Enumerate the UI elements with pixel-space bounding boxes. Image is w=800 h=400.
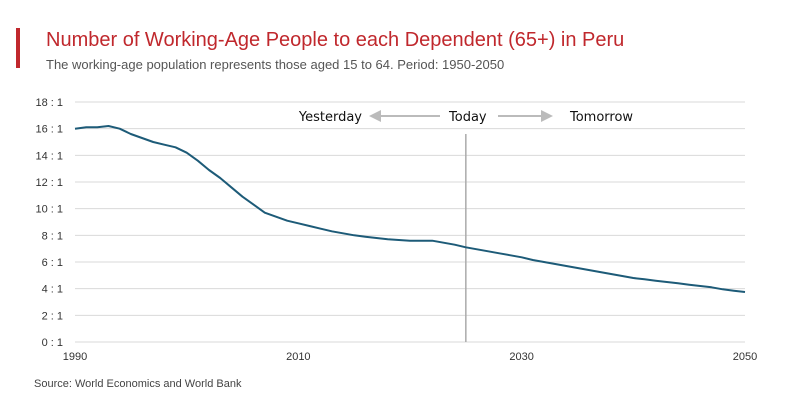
x-tick-label: 2030 — [509, 351, 533, 363]
yesterday-label: Yesterday — [298, 110, 362, 125]
data-point-2007 — [264, 212, 266, 214]
data-point-2014 — [342, 232, 344, 234]
data-point-2040 — [632, 277, 634, 279]
x-tick-label: 2010 — [286, 351, 310, 363]
data-point-2023 — [443, 242, 445, 244]
data-point-2048 — [722, 288, 724, 290]
data-point-2025 — [465, 246, 467, 248]
data-point-2000 — [186, 152, 188, 154]
y-axis-tick-labels: 0 : 1 2 : 1 4 : 1 6 : 1 8 : 1 10 : 1 12 : 1 14 … — [35, 97, 63, 349]
data-point-2003 — [219, 177, 221, 179]
data-point-2009 — [286, 220, 288, 222]
left-arrow-icon — [369, 110, 381, 122]
y-tick-label: 2 : 1 — [42, 310, 63, 322]
y-tick-label: 10 : 1 — [35, 204, 63, 216]
y-tick-label: 8 : 1 — [42, 230, 63, 242]
y-tick-label: 0 : 1 — [42, 337, 63, 349]
data-point-2049 — [733, 290, 735, 292]
right-arrow-icon — [541, 110, 553, 122]
data-point-2013 — [331, 230, 333, 232]
data-point-2004 — [230, 186, 232, 188]
data-point-2006 — [253, 204, 255, 206]
data-point-2024 — [454, 244, 456, 246]
data-point-1991 — [85, 126, 87, 128]
timeline-annotations: Yesterday Today Tomorrow — [298, 110, 633, 125]
data-point-2020 — [409, 240, 411, 242]
data-point-2001 — [197, 160, 199, 162]
data-point-2021 — [420, 240, 422, 242]
data-point-2015 — [353, 234, 355, 236]
data-point-2046 — [699, 285, 701, 287]
data-point-2016 — [364, 236, 366, 238]
chart-title: Number of Working-Age People to each Dep… — [46, 29, 625, 51]
data-point-2034 — [565, 265, 567, 267]
data-point-1992 — [96, 126, 98, 128]
x-axis-tick-labels: 1990 2010 2030 2050 — [63, 351, 757, 363]
data-point-2005 — [242, 196, 244, 198]
data-point-2035 — [577, 267, 579, 269]
chart-subtitle: The working-age population represents th… — [46, 57, 505, 72]
y-tick-label: 12 : 1 — [35, 177, 63, 189]
data-point-2030 — [521, 256, 523, 258]
data-point-2038 — [610, 273, 612, 275]
data-point-2037 — [599, 271, 601, 273]
title-accent-bar — [16, 28, 20, 68]
y-tick-label: 4 : 1 — [42, 284, 63, 296]
data-point-2019 — [398, 239, 400, 241]
data-point-1999 — [175, 146, 177, 148]
data-point-2047 — [711, 286, 713, 288]
y-tick-label: 18 : 1 — [35, 97, 63, 109]
data-point-1996 — [141, 137, 143, 139]
data-point-1990 — [74, 128, 76, 130]
data-point-2042 — [655, 280, 657, 282]
x-tick-label: 1990 — [63, 351, 87, 363]
data-point-2039 — [621, 275, 623, 277]
x-tick-label: 2050 — [733, 351, 757, 363]
data-point-2044 — [677, 282, 679, 284]
data-point-2008 — [275, 216, 277, 218]
data-point-2050 — [744, 291, 746, 293]
data-point-2026 — [476, 248, 478, 250]
data-point-2031 — [532, 259, 534, 261]
data-point-1997 — [152, 141, 154, 143]
y-tick-label: 6 : 1 — [42, 257, 63, 269]
y-tick-label: 14 : 1 — [35, 150, 63, 162]
data-point-2029 — [510, 254, 512, 256]
data-point-2027 — [487, 250, 489, 252]
series-line — [74, 125, 746, 293]
data-point-2041 — [644, 278, 646, 280]
data-point-2012 — [320, 228, 322, 230]
tomorrow-label: Tomorrow — [569, 110, 633, 125]
data-point-1998 — [163, 144, 165, 146]
gridlines — [75, 101, 745, 343]
data-point-2036 — [588, 269, 590, 271]
today-label: Today — [448, 110, 487, 125]
data-point-2010 — [297, 222, 299, 224]
data-point-1994 — [119, 128, 121, 130]
data-point-2018 — [387, 238, 389, 240]
data-point-2033 — [554, 263, 556, 265]
data-point-1993 — [108, 125, 110, 127]
data-point-2017 — [376, 237, 378, 239]
data-point-1995 — [130, 133, 132, 135]
data-point-2045 — [688, 284, 690, 286]
data-point-2032 — [543, 261, 545, 263]
data-point-2043 — [666, 281, 668, 283]
data-point-2011 — [309, 225, 311, 227]
data-point-2028 — [498, 252, 500, 254]
data-point-2002 — [208, 169, 210, 171]
data-point-2022 — [431, 240, 433, 242]
source-note: Source: World Economics and World Bank — [34, 378, 242, 390]
y-tick-label: 16 : 1 — [35, 124, 63, 136]
